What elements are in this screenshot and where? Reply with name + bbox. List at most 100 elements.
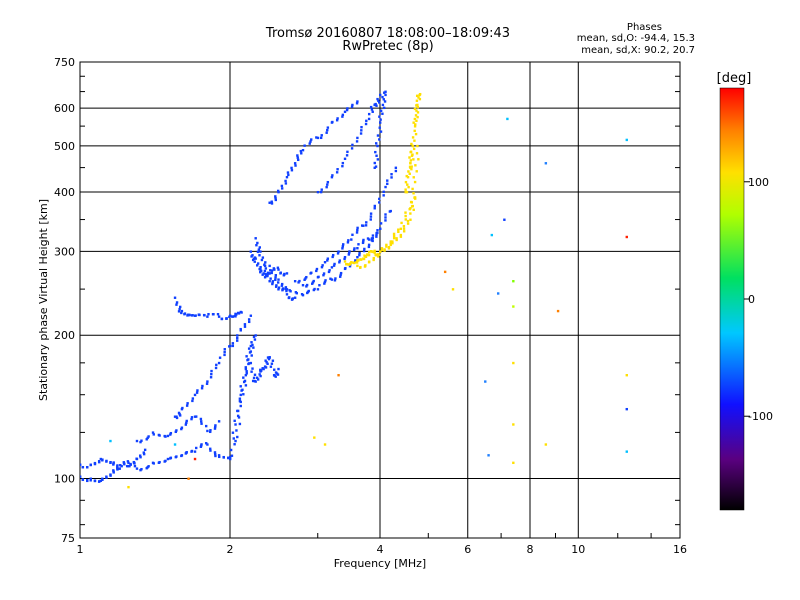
data-point (89, 479, 92, 482)
data-point (382, 106, 386, 110)
data-point (180, 311, 183, 315)
data-point (315, 267, 319, 271)
data-point (356, 228, 359, 232)
data-point (236, 336, 239, 340)
data-point (323, 280, 327, 284)
data-point (294, 164, 297, 167)
data-point (381, 112, 384, 115)
data-point (331, 174, 334, 177)
data-point (256, 264, 259, 267)
data-point (381, 103, 385, 107)
data-point (353, 247, 356, 250)
data-point (327, 270, 331, 274)
data-point (264, 272, 267, 276)
data-point (412, 192, 415, 195)
data-point (280, 284, 284, 287)
data-point (229, 457, 232, 461)
data-point (205, 442, 208, 445)
data-point (321, 264, 324, 267)
data-point (343, 157, 347, 161)
data-point (362, 224, 365, 227)
data-point (238, 397, 242, 400)
data-point (369, 105, 373, 109)
data-point (190, 417, 193, 421)
data-point (310, 271, 313, 274)
data-point (251, 379, 255, 383)
data-point (512, 423, 515, 426)
data-point (253, 260, 256, 263)
data-point (311, 281, 315, 284)
data-point (322, 274, 325, 277)
data-point (214, 366, 218, 370)
data-point (296, 158, 300, 162)
data-point (220, 317, 224, 321)
data-point (209, 430, 212, 434)
data-point (375, 142, 378, 145)
data-point (299, 149, 303, 153)
data-point (233, 419, 236, 423)
data-point (341, 115, 344, 118)
data-point (378, 126, 381, 129)
data-point (339, 271, 343, 275)
data-point (311, 282, 314, 285)
data-point (206, 443, 209, 446)
data-point (345, 154, 349, 157)
data-point (384, 219, 387, 222)
data-point (173, 443, 177, 446)
data-point (378, 115, 381, 118)
data-point (356, 100, 359, 103)
data-point (350, 105, 354, 108)
data-point (147, 465, 150, 468)
data-point (263, 365, 267, 368)
x-tick-label: 10 (571, 543, 585, 556)
data-point (256, 250, 260, 254)
data-point (354, 259, 357, 262)
data-point (341, 164, 344, 168)
data-point (129, 462, 132, 466)
data-point (333, 279, 337, 282)
data-point (323, 443, 327, 446)
data-point (389, 240, 392, 243)
data-point (239, 400, 242, 404)
data-point (195, 415, 198, 418)
data-point (231, 431, 235, 434)
data-point (256, 378, 260, 381)
data-point (369, 218, 372, 221)
data-point (362, 249, 366, 253)
data-point (140, 467, 143, 471)
data-point (380, 248, 384, 252)
data-point (293, 296, 297, 299)
data-point (258, 254, 261, 257)
data-point (213, 427, 217, 430)
data-point (355, 231, 359, 234)
data-point (206, 429, 209, 433)
data-point (411, 187, 414, 191)
data-point (164, 459, 167, 463)
data-point (373, 161, 376, 165)
data-point (356, 247, 359, 250)
data-point (394, 166, 398, 169)
data-point (313, 436, 316, 439)
data-point (409, 212, 412, 215)
data-point (343, 260, 347, 263)
data-point (274, 196, 277, 200)
data-point (259, 250, 262, 253)
data-point (324, 279, 327, 282)
data-point (166, 434, 170, 438)
data-point (180, 309, 184, 313)
data-point (214, 454, 217, 458)
data-point (257, 248, 261, 251)
data-point (138, 454, 142, 457)
data-point (356, 136, 359, 140)
data-point (379, 227, 382, 231)
data-point (195, 446, 198, 450)
data-point (242, 376, 245, 379)
data-point (289, 290, 292, 293)
data-point (374, 102, 377, 106)
data-point (407, 185, 410, 189)
data-point (323, 261, 327, 264)
data-point (296, 156, 299, 159)
data-point (625, 407, 628, 411)
data-point (416, 105, 419, 109)
data-point (375, 154, 378, 157)
